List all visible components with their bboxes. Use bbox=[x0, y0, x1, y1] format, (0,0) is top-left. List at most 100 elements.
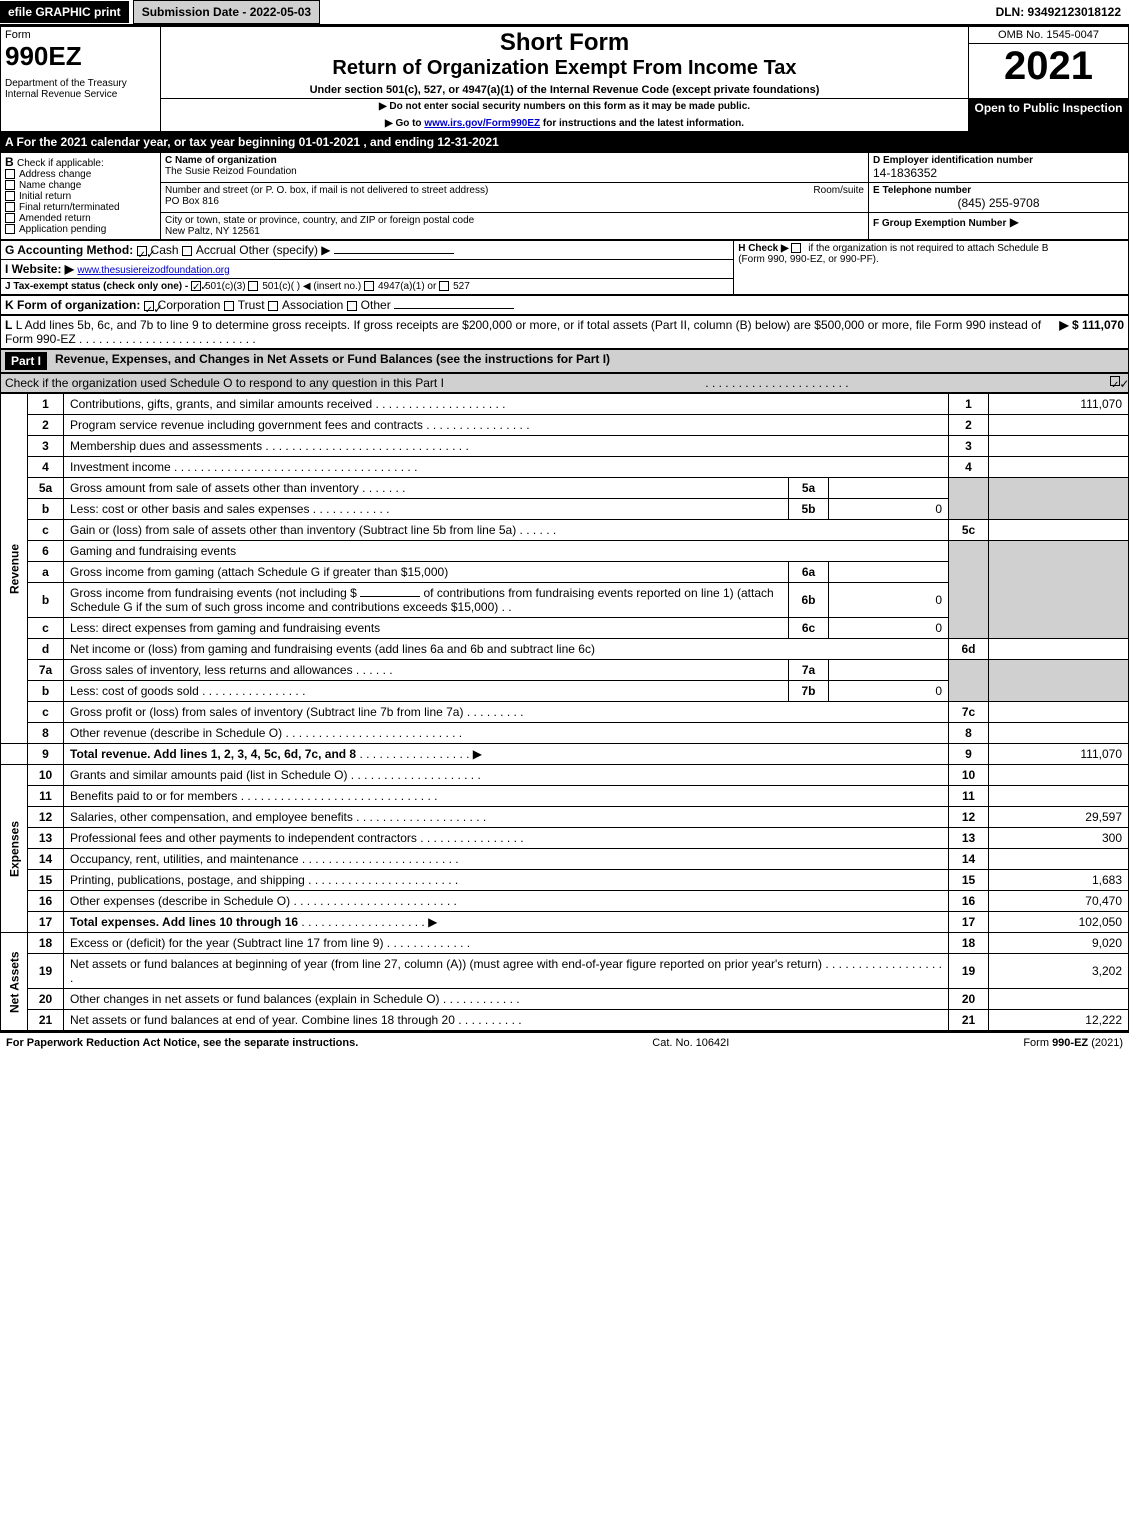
g-label: G Accounting Method: bbox=[5, 243, 133, 257]
line-14-desc: Occupancy, rent, utilities, and maintena… bbox=[70, 852, 299, 866]
short-form-title: Short Form bbox=[165, 29, 964, 57]
line-11-num: 11 bbox=[28, 786, 64, 807]
netassets-vlabel: Net Assets bbox=[1, 933, 28, 1031]
checkbox-schedule-o[interactable]: ✓ bbox=[1110, 376, 1120, 386]
org-info-block: B Check if applicable: Address change Na… bbox=[0, 152, 1129, 240]
line-5a-sv bbox=[829, 478, 949, 499]
line-8-ln: 8 bbox=[949, 723, 989, 744]
opt-name-change: Name change bbox=[19, 180, 81, 191]
line-2-desc: Program service revenue including govern… bbox=[70, 418, 423, 432]
line-11-ln: 11 bbox=[949, 786, 989, 807]
checkbox-assoc[interactable] bbox=[268, 301, 278, 311]
line-6-desc: Gaming and fundraising events bbox=[64, 541, 949, 562]
section-g-h: G Accounting Method: ✓Cash Accrual Other… bbox=[0, 240, 1129, 295]
other-org-input[interactable] bbox=[394, 308, 514, 309]
under-section: Under section 501(c), 527, or 4947(a)(1)… bbox=[165, 84, 964, 96]
no-ssn-warning: ▶ Do not enter social security numbers o… bbox=[165, 101, 964, 112]
checkbox-accrual[interactable] bbox=[182, 246, 192, 256]
line-6d-desc: Net income or (loss) from gaming and fun… bbox=[64, 639, 949, 660]
line-7b-sv: 0 bbox=[829, 681, 949, 702]
opt-cash: Cash bbox=[151, 243, 179, 257]
f-label: F Group Exemption Number bbox=[873, 218, 1006, 229]
expenses-vlabel: Expenses bbox=[1, 765, 28, 933]
d-label: D Employer identification number bbox=[873, 155, 1124, 166]
footer-left: For Paperwork Reduction Act Notice, see … bbox=[6, 1037, 358, 1049]
line-8-amt bbox=[989, 723, 1129, 744]
line-16-amt: 70,470 bbox=[989, 891, 1129, 912]
line-7c-ln: 7c bbox=[949, 702, 989, 723]
line-7a-num: 7a bbox=[28, 660, 64, 681]
checkbox-4947[interactable] bbox=[364, 281, 374, 291]
line-19-ln: 19 bbox=[949, 954, 989, 989]
line-8-num: 8 bbox=[28, 723, 64, 744]
line-1-desc: Contributions, gifts, grants, and simila… bbox=[70, 397, 372, 411]
checkbox-other-org[interactable] bbox=[347, 301, 357, 311]
line-2-num: 2 bbox=[28, 415, 64, 436]
e-label: E Telephone number bbox=[873, 185, 1124, 196]
line-18-num: 18 bbox=[28, 933, 64, 954]
checkbox-application-pending[interactable] bbox=[5, 224, 15, 234]
line-3-num: 3 bbox=[28, 436, 64, 457]
opt-address-change: Address change bbox=[19, 169, 91, 180]
page-footer: For Paperwork Reduction Act Notice, see … bbox=[0, 1031, 1129, 1053]
line-21-amt: 12,222 bbox=[989, 1010, 1129, 1031]
line-6d-ln: 6d bbox=[949, 639, 989, 660]
line-6a-sv bbox=[829, 562, 949, 583]
line-20-amt bbox=[989, 989, 1129, 1010]
checkbox-final-return[interactable] bbox=[5, 202, 15, 212]
goto-suffix: for instructions and the latest informat… bbox=[540, 118, 744, 129]
line-7c-num: c bbox=[28, 702, 64, 723]
line-4-desc: Investment income bbox=[70, 460, 171, 474]
checkbox-501c3[interactable]: ✓ bbox=[191, 281, 201, 291]
org-name: The Susie Reizod Foundation bbox=[165, 166, 864, 177]
line-6a-desc: Gross income from gaming (attach Schedul… bbox=[64, 562, 789, 583]
efile-print-label[interactable]: efile GRAPHIC print bbox=[0, 1, 129, 23]
line-7c-desc: Gross profit or (loss) from sales of inv… bbox=[70, 705, 463, 719]
checkbox-527[interactable] bbox=[439, 281, 449, 291]
checkbox-schedule-b[interactable] bbox=[791, 243, 801, 253]
line-15-desc: Printing, publications, postage, and shi… bbox=[70, 873, 305, 887]
line-5b-sv: 0 bbox=[829, 499, 949, 520]
opt-final-return: Final return/terminated bbox=[19, 202, 120, 213]
line-6b-input[interactable] bbox=[360, 596, 420, 597]
line-7a-sv bbox=[829, 660, 949, 681]
checkbox-address-change[interactable] bbox=[5, 169, 15, 179]
checkbox-amended-return[interactable] bbox=[5, 213, 15, 223]
line-16-num: 16 bbox=[28, 891, 64, 912]
line-13-num: 13 bbox=[28, 828, 64, 849]
h-text3: (Form 990, 990-EZ, or 990-PF). bbox=[738, 254, 1124, 265]
footer-right-form: 990-EZ bbox=[1052, 1037, 1088, 1049]
line-3-ln: 3 bbox=[949, 436, 989, 457]
checkbox-501c[interactable] bbox=[248, 281, 258, 291]
other-specify-input[interactable] bbox=[334, 253, 454, 254]
line-6d-num: d bbox=[28, 639, 64, 660]
line-10-num: 10 bbox=[28, 765, 64, 786]
line-15-ln: 15 bbox=[949, 870, 989, 891]
part1-check-text: Check if the organization used Schedule … bbox=[5, 376, 444, 390]
checkbox-name-change[interactable] bbox=[5, 180, 15, 190]
line-8-desc: Other revenue (describe in Schedule O) bbox=[70, 726, 282, 740]
line-19-amt: 3,202 bbox=[989, 954, 1129, 989]
checkbox-initial-return[interactable] bbox=[5, 191, 15, 201]
line-11-amt bbox=[989, 786, 1129, 807]
line-6b-desc1: Gross income from fundraising events (no… bbox=[70, 586, 357, 600]
h-text2: if the organization is not required to a… bbox=[808, 243, 1048, 254]
opt-application-pending: Application pending bbox=[19, 224, 106, 235]
goto-link[interactable]: www.irs.gov/Form990EZ bbox=[424, 118, 540, 129]
checkbox-corp[interactable]: ✓ bbox=[144, 301, 154, 311]
line-20-desc: Other changes in net assets or fund bala… bbox=[70, 992, 440, 1006]
website-link[interactable]: www.thesusiereizodfoundation.org bbox=[77, 265, 229, 276]
h-label: H Check ▶ bbox=[738, 243, 788, 254]
line-18-amt: 9,020 bbox=[989, 933, 1129, 954]
line-15-amt: 1,683 bbox=[989, 870, 1129, 891]
line-7a-desc: Gross sales of inventory, less returns a… bbox=[70, 663, 353, 677]
line-12-ln: 12 bbox=[949, 807, 989, 828]
line-1-num: 1 bbox=[28, 394, 64, 415]
irs-label: Internal Revenue Service bbox=[5, 89, 156, 100]
opt-corp: Corporation bbox=[158, 298, 221, 312]
checkbox-trust[interactable] bbox=[224, 301, 234, 311]
j-label: J Tax-exempt status (check only one) - bbox=[5, 281, 188, 292]
checkbox-cash[interactable]: ✓ bbox=[137, 246, 147, 256]
opt-other: Other (specify) ▶ bbox=[239, 243, 330, 257]
line-11-desc: Benefits paid to or for members bbox=[70, 789, 237, 803]
